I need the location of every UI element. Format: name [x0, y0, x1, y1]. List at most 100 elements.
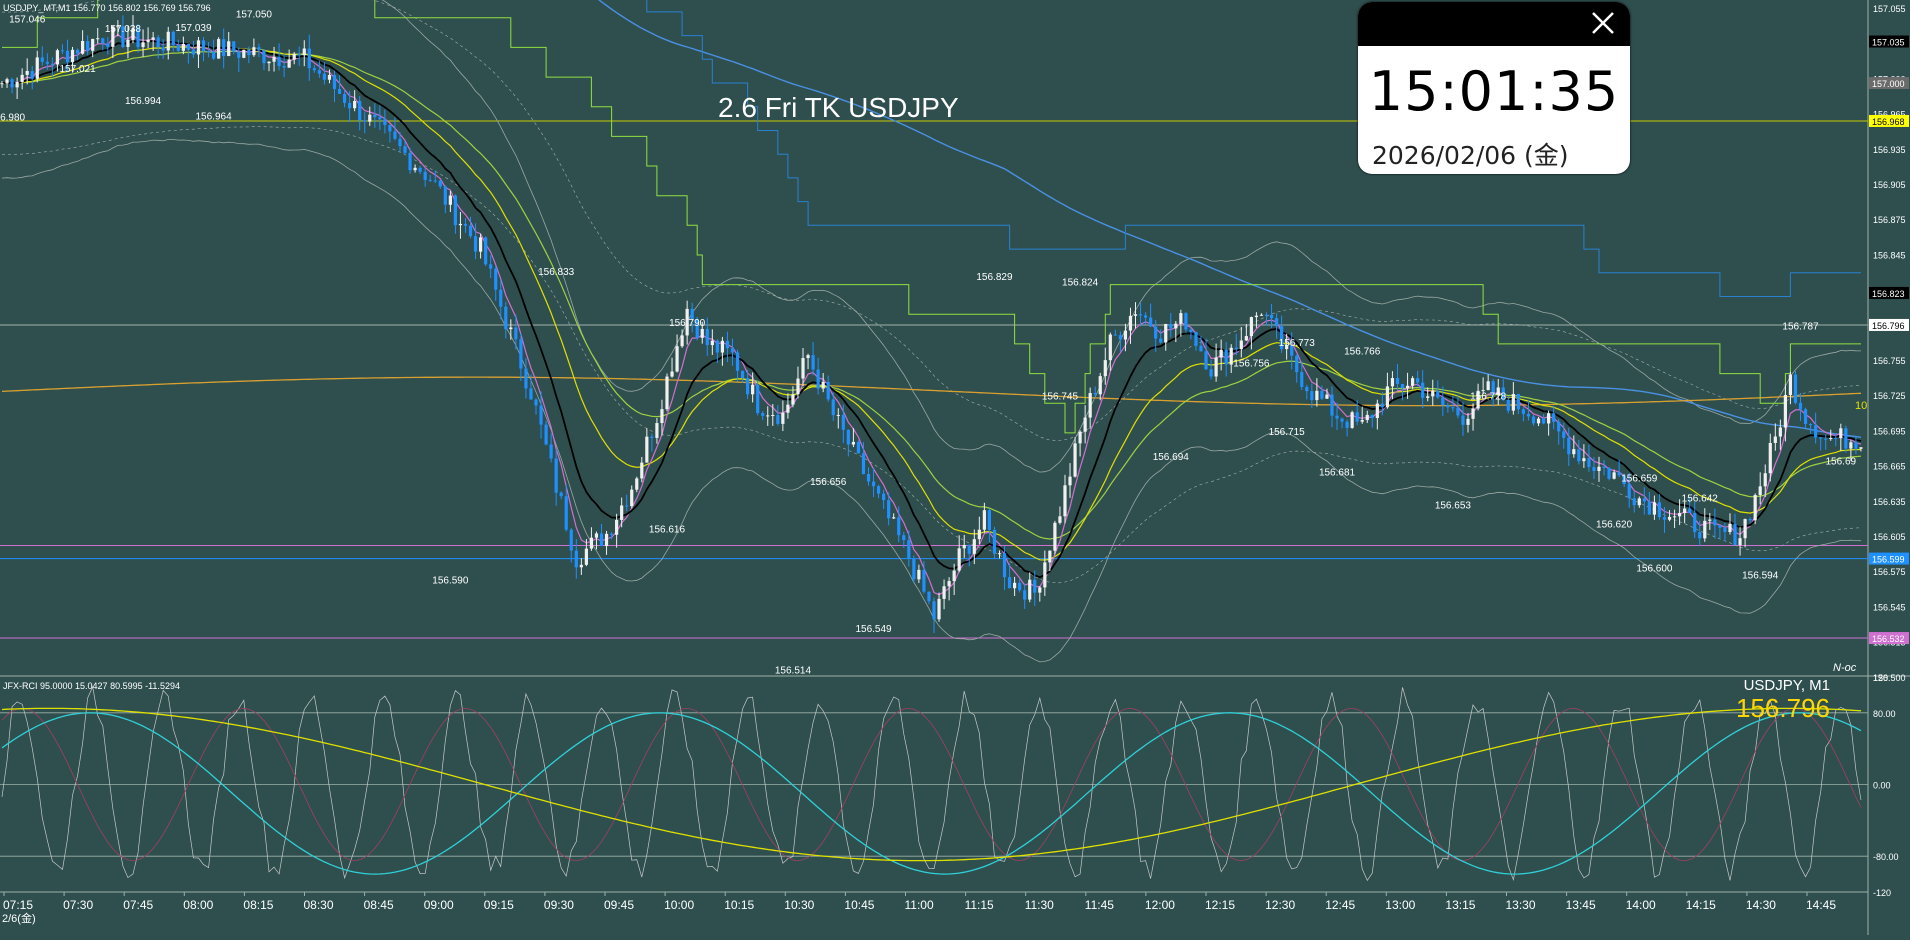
clock-widget[interactable]: 15:01:35 2026/02/06 (金) [1358, 2, 1630, 174]
candle [1370, 414, 1374, 428]
candle [378, 105, 382, 130]
candle [1002, 545, 1007, 591]
candle [453, 194, 458, 234]
chart-header-info: USDJPY_MT,M1 156.770 156.802 156.769 156… [3, 3, 211, 13]
candle [1688, 497, 1692, 514]
candle [1481, 377, 1485, 395]
candle [751, 372, 755, 403]
candle [1592, 457, 1596, 479]
candle [1491, 378, 1495, 407]
candle [1783, 384, 1787, 442]
candle [1617, 459, 1621, 478]
candle [489, 255, 493, 279]
candle [282, 53, 286, 78]
candle [1315, 378, 1319, 407]
candle [81, 30, 85, 55]
rci-mid-line [1, 707, 1862, 862]
candle [348, 91, 352, 123]
time-axis-tick: 07:30 [63, 898, 93, 912]
candle [1793, 370, 1798, 405]
candle [1345, 419, 1349, 437]
candle [131, 15, 135, 44]
candle [665, 373, 669, 412]
candle [1486, 374, 1490, 391]
candle [91, 38, 95, 58]
candle [922, 561, 926, 594]
candle [353, 90, 357, 112]
bollinger-lower-line [1, 139, 1862, 663]
candle [1516, 393, 1520, 415]
candle [1023, 583, 1027, 609]
price-tag: 157.000 [1869, 77, 1909, 90]
candle [398, 132, 402, 153]
candle [1083, 405, 1087, 444]
price-marker-label: 156.745 [1042, 391, 1079, 402]
candle [1552, 405, 1556, 430]
candle [1209, 359, 1213, 380]
candle [252, 38, 256, 57]
candle [1229, 344, 1233, 374]
candle [715, 339, 719, 363]
candle [967, 544, 971, 567]
candle [1683, 501, 1687, 524]
candle [1365, 410, 1369, 423]
close-icon[interactable] [1588, 8, 1618, 38]
candle [524, 358, 528, 399]
rci-axis-tick: 0.00 [1873, 781, 1891, 791]
time-axis-tick: 12:00 [1145, 898, 1175, 912]
price-axis-tick: 156.905 [1873, 180, 1906, 190]
candle [957, 535, 961, 573]
candle [1149, 303, 1153, 327]
candle [630, 485, 634, 508]
candle [1340, 417, 1344, 429]
candle [1123, 323, 1128, 352]
price-marker-label: 156.694 [1153, 452, 1190, 463]
candle [1234, 333, 1238, 356]
svg-text:157.035: 157.035 [1872, 38, 1905, 48]
candle [670, 357, 674, 378]
candle [217, 37, 221, 59]
candle [1567, 427, 1571, 466]
candle [1652, 495, 1657, 520]
candle [302, 40, 306, 67]
candle [1511, 382, 1515, 415]
candle [136, 24, 140, 53]
candle [1506, 395, 1510, 414]
svg-text:156.968: 156.968 [1872, 117, 1905, 127]
candle [312, 64, 316, 73]
candle [1778, 419, 1782, 450]
price-marker-label: 156.681 [1319, 467, 1356, 478]
candle [746, 369, 750, 400]
candle [25, 58, 29, 85]
candle [1526, 400, 1531, 421]
price-tag: 156.823 [1869, 286, 1909, 299]
ma-5-line [1, 33, 1862, 596]
right-edge-label: 10 [1855, 400, 1867, 412]
candle [1063, 474, 1067, 524]
time-axis-tick: 13:00 [1385, 898, 1415, 912]
time-axis-tick: 10:00 [664, 898, 694, 912]
candle [1819, 437, 1823, 451]
candle [705, 317, 709, 356]
ma-200-line [598, 0, 1862, 438]
candle [710, 329, 714, 355]
candle [1451, 396, 1455, 412]
candle [363, 112, 367, 134]
sub-symbol-label: USDJPY, M1 [1744, 677, 1830, 694]
time-axis-tick: 11:15 [965, 898, 994, 912]
price-marker-label: 156.980 [0, 113, 26, 124]
rci-axis-tick: 80.00 [1873, 709, 1896, 719]
candle [1053, 520, 1057, 555]
candle [1350, 410, 1354, 429]
candle [277, 43, 281, 71]
price-axis-tick: 156.500 [1873, 673, 1906, 683]
candle [897, 506, 901, 543]
candle [368, 106, 372, 126]
candle [201, 36, 206, 62]
candle [1113, 329, 1117, 336]
price-marker-label: 156.69 [1826, 457, 1857, 468]
rci-xl-line [1, 707, 1862, 862]
candle [0, 81, 4, 88]
candle [10, 77, 14, 94]
